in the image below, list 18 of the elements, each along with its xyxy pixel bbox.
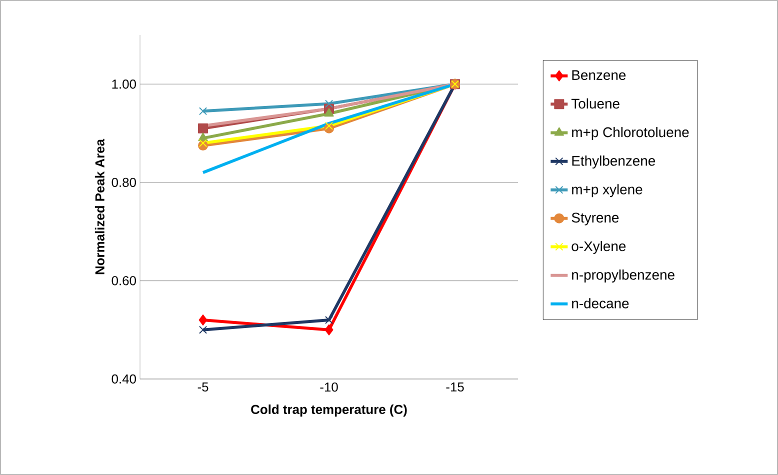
x-tick-label: -15 xyxy=(446,382,464,392)
legend-label: n-propylbenzene xyxy=(572,270,674,283)
legend-label: n-decane xyxy=(572,298,629,308)
y-tick-label: 0.40 xyxy=(112,374,136,384)
y-tick-label: 1.00 xyxy=(112,80,136,89)
x-tick-label: -5 xyxy=(198,382,208,392)
y-tick-label: 0.60 xyxy=(112,276,136,286)
legend-label: Toluene xyxy=(571,98,620,109)
y-axis-title: Normalized Peak Area xyxy=(94,138,104,274)
legend-label: Benzene xyxy=(572,70,626,80)
x-tick-label: -10 xyxy=(320,382,338,392)
legend-label: Ethylbenzene xyxy=(572,156,656,169)
x-axis-title: Cold trap temperature (C) xyxy=(251,404,407,417)
legend-label: o-Xylene xyxy=(572,240,626,254)
legend-label: m+p Chlorotoluene xyxy=(572,126,689,140)
legend-label: Styrene xyxy=(572,212,619,226)
y-tick-label: 0.80 xyxy=(112,178,136,187)
legend-label: m+p xylene xyxy=(572,184,642,198)
